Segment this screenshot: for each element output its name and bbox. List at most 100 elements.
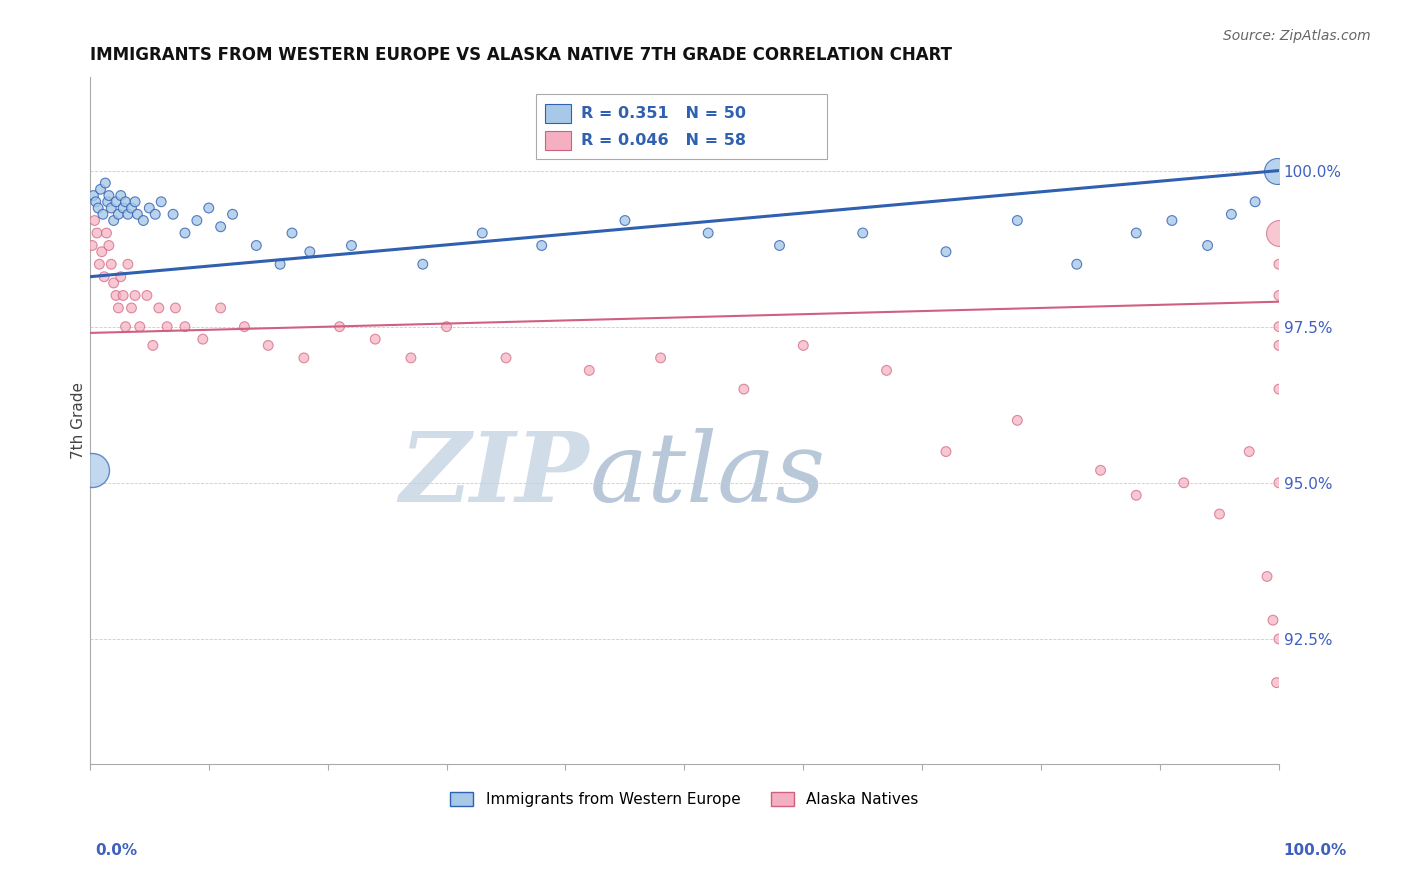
Point [86, 226, 108, 240]
Point [364, 332, 387, 346]
Point [197, 201, 219, 215]
Point [110, 269, 132, 284]
Point [148, 301, 170, 315]
Point [97, 188, 120, 202]
Point [121, 201, 143, 215]
Point [1268, 226, 1291, 240]
Text: ZIP: ZIP [399, 428, 589, 523]
Point [697, 226, 720, 240]
Point [412, 257, 434, 271]
Point [1268, 338, 1291, 352]
Point [112, 201, 135, 215]
Point [105, 194, 128, 209]
Point [1268, 632, 1291, 646]
Point [281, 226, 304, 240]
Point [174, 319, 197, 334]
Point [107, 301, 129, 315]
Point [1125, 488, 1147, 502]
Point [135, 288, 157, 302]
Point [471, 226, 494, 240]
Point [1268, 475, 1291, 490]
Point [1197, 238, 1219, 252]
Point [209, 301, 232, 315]
Point [1237, 444, 1260, 458]
Point [233, 319, 256, 334]
Point [96, 226, 118, 240]
Point [114, 194, 136, 209]
Point [138, 201, 160, 215]
Text: IMMIGRANTS FROM WESTERN EUROPE VS ALASKA NATIVE 7TH GRADE CORRELATION CHART: IMMIGRANTS FROM WESTERN EUROPE VS ALASKA… [90, 46, 952, 64]
Point [1256, 569, 1278, 583]
Point [1125, 226, 1147, 240]
Point [1007, 213, 1029, 227]
Point [209, 219, 232, 234]
Point [103, 213, 125, 227]
Point [1268, 257, 1291, 271]
Y-axis label: 7th Grade: 7th Grade [72, 382, 86, 458]
Text: R = 0.351   N = 50: R = 0.351 N = 50 [581, 106, 747, 120]
Point [245, 238, 267, 252]
FancyBboxPatch shape [546, 103, 571, 123]
Point [80, 463, 103, 477]
Point [107, 207, 129, 221]
Point [90, 182, 112, 196]
Point [165, 301, 187, 315]
Point [530, 238, 553, 252]
Point [100, 257, 122, 271]
Point [124, 288, 146, 302]
Point [84, 194, 107, 209]
Point [1265, 163, 1288, 178]
Point [90, 244, 112, 259]
Point [792, 338, 814, 352]
Text: R = 0.046   N = 58: R = 0.046 N = 58 [581, 133, 747, 148]
Point [733, 382, 755, 396]
Point [103, 276, 125, 290]
Point [578, 363, 600, 377]
Point [1220, 207, 1243, 221]
Text: 100.0%: 100.0% [1284, 843, 1347, 858]
Point [1066, 257, 1088, 271]
Point [83, 213, 105, 227]
Point [768, 238, 790, 252]
Point [1268, 382, 1291, 396]
Point [87, 201, 110, 215]
FancyBboxPatch shape [536, 94, 827, 160]
Point [935, 244, 957, 259]
Point [186, 213, 208, 227]
Point [128, 319, 150, 334]
Legend: Immigrants from Western Europe, Alaska Natives: Immigrants from Western Europe, Alaska N… [443, 784, 927, 814]
Point [132, 213, 155, 227]
Point [94, 176, 117, 190]
Point [114, 319, 136, 334]
Point [399, 351, 422, 365]
Point [191, 332, 214, 346]
Point [89, 257, 111, 271]
Point [852, 226, 875, 240]
Point [124, 194, 146, 209]
Point [495, 351, 517, 365]
Point [97, 194, 120, 209]
Point [298, 244, 321, 259]
Point [121, 301, 143, 315]
Point [1268, 319, 1291, 334]
Point [117, 207, 139, 221]
Point [1173, 475, 1195, 490]
Text: atlas: atlas [589, 428, 825, 523]
Text: Source: ZipAtlas.com: Source: ZipAtlas.com [1223, 29, 1371, 43]
Point [82, 238, 104, 252]
Point [1265, 675, 1288, 690]
Point [650, 351, 672, 365]
Point [105, 288, 128, 302]
FancyBboxPatch shape [546, 131, 571, 151]
Point [613, 213, 636, 227]
Point [257, 338, 280, 352]
Point [1090, 463, 1112, 477]
Point [340, 238, 363, 252]
Point [1208, 507, 1230, 521]
Point [1268, 288, 1291, 302]
Point [292, 351, 315, 365]
Point [112, 288, 135, 302]
Point [329, 319, 352, 334]
Point [174, 226, 197, 240]
Point [221, 207, 243, 221]
